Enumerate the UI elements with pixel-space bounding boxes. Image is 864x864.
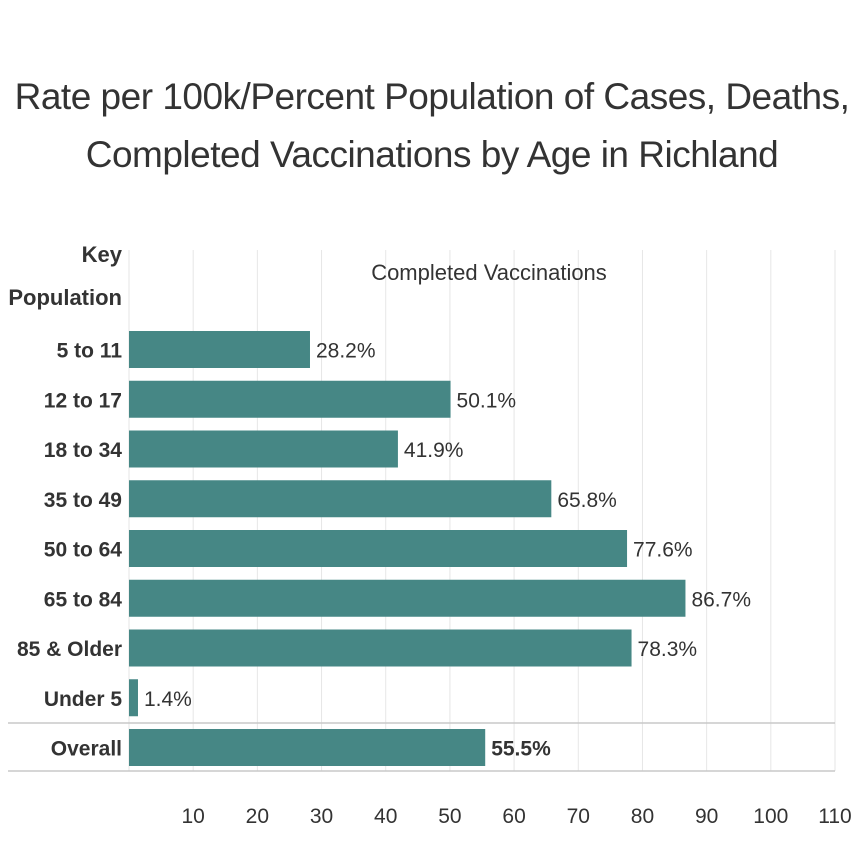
data-label: 1.4% xyxy=(144,688,192,711)
category-label: 18 to 34 xyxy=(44,439,123,462)
bar[interactable] xyxy=(129,331,310,368)
bar[interactable] xyxy=(129,629,632,667)
data-labels: 28.2% 50.1% 41.9% 65.8% 77.6% 86.7% 78.3% 1.4% 5… xyxy=(144,340,751,761)
category-label: 35 to 49 xyxy=(44,489,122,512)
category-label: Under 5 xyxy=(44,688,123,711)
bar[interactable] xyxy=(129,480,552,518)
bar[interactable] xyxy=(129,679,138,717)
chart-title-line-2: Completed Vaccinations by Age in Richlan… xyxy=(85,134,779,175)
data-label: 55.5% xyxy=(491,738,551,761)
x-tick-label: 20 xyxy=(246,805,269,828)
x-tick-label: 50 xyxy=(438,805,461,828)
data-label: 78.3% xyxy=(638,638,698,661)
x-axis-ticks: 10 20 30 40 50 60 70 80 90 100 110 xyxy=(182,805,852,828)
x-tick-label: 70 xyxy=(567,805,590,828)
x-tick-label: 60 xyxy=(502,805,525,828)
x-tick-label: 40 xyxy=(374,805,397,828)
x-tick-label: 100 xyxy=(753,805,788,828)
data-label: 86.7% xyxy=(691,588,751,611)
x-tick-label: 80 xyxy=(631,805,654,828)
bar[interactable] xyxy=(129,729,486,766)
chart-title-line-1: Rate per 100k/Percent Population of Case… xyxy=(14,76,850,117)
category-labels: 5 to 11 12 to 17 18 to 34 35 to 49 50 to 64 6… xyxy=(17,340,122,761)
data-label: 50.1% xyxy=(457,389,517,412)
category-label: 85 & Older xyxy=(17,638,122,661)
data-label: 65.8% xyxy=(557,489,617,512)
category-label: 12 to 17 xyxy=(44,389,122,412)
x-tick-label: 90 xyxy=(695,805,718,828)
category-label: 50 to 64 xyxy=(44,539,123,562)
bar[interactable] xyxy=(129,579,686,617)
bar[interactable] xyxy=(129,430,398,468)
category-label: 65 to 84 xyxy=(44,588,123,611)
category-label: Overall xyxy=(51,738,122,761)
bar[interactable] xyxy=(129,530,628,567)
x-tick-label: 110 xyxy=(818,805,851,828)
bars xyxy=(129,331,686,766)
data-label: 28.2% xyxy=(316,340,376,363)
data-label: 41.9% xyxy=(404,439,464,462)
x-tick-label: 10 xyxy=(182,805,205,828)
bar[interactable] xyxy=(129,380,451,418)
category-label: 5 to 11 xyxy=(57,340,123,363)
key-header: Key xyxy=(82,242,123,267)
chart-title: Rate per 100k/Percent Population of Case… xyxy=(0,68,864,184)
column-title: Completed Vaccinations xyxy=(371,260,607,285)
data-label: 77.6% xyxy=(633,539,693,562)
population-header: Population xyxy=(8,285,122,310)
x-tick-label: 30 xyxy=(310,805,333,828)
